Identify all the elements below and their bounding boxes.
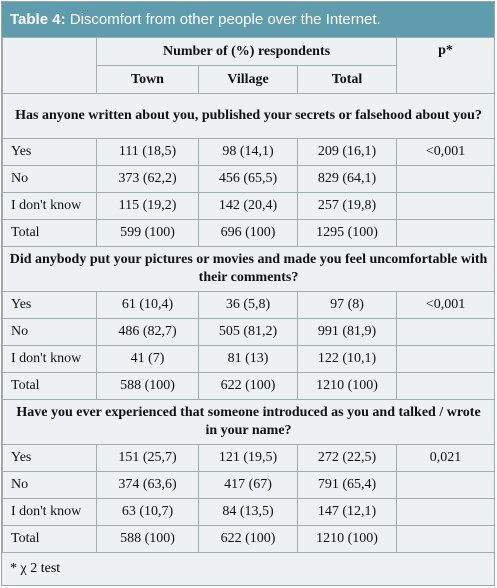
row-label: Total [2,219,97,247]
value-cell: 622 (100) [198,372,298,400]
value-cell: 373 (62,2) [96,165,199,193]
row-label: Total [2,372,97,400]
empty-cell [396,219,496,247]
question-row: Has anyone written about you, published … [1,93,496,139]
p-value: <0,001 [396,291,496,319]
question: Did anybody put your pictures or movies … [1,246,496,292]
empty-cell [396,372,496,400]
value-cell: 122 (10,1) [296,345,398,373]
question-row: Have you ever experienced that someone i… [1,399,496,445]
group-header: Number of (%) respondents [95,37,398,66]
empty-cell [396,498,496,526]
value-cell: 622 (100) [198,525,298,553]
row-label: Total [2,525,97,553]
value-cell: 486 (82,7) [96,318,199,346]
value-cell: 588 (100) [96,525,199,553]
row-label: No [2,165,97,193]
header-cell [2,37,97,94]
question: Has anyone written about you, published … [1,93,496,139]
header-row: Town Village Total [3,65,495,94]
value-cell: 991 (81,9) [296,318,398,346]
row-label: Yes [2,291,97,319]
value-cell: 696 (100) [198,219,298,247]
value-cell: 97 (8) [296,291,398,319]
value-cell: 111 (18,5) [96,138,199,166]
data-row: Yes 151 (25,7) 121 (19,5) 272 (22,5) 0,021 [2,444,496,472]
value-cell: 115 (19,2) [96,192,199,220]
data-row: Total 599 (100) 696 (100) 1295 (100) [2,219,496,247]
empty-cell [396,525,496,553]
title-bar: Table 4: Discomfort from other people ov… [2,2,494,37]
row-label: Yes [2,444,97,472]
data-row: Total 588 (100) 622 (100) 1210 (100) [2,525,496,553]
p-value: 0,021 [396,444,496,472]
column-header: Town [96,65,199,94]
row-label: No [2,471,97,499]
table-body: Number of (%) respondents p* Town Villag… [1,37,496,553]
value-cell: 1210 (100) [296,525,398,553]
value-cell: 456 (65,5) [198,165,298,193]
value-cell: 61 (10,4) [96,291,199,319]
question-row: Did anybody put your pictures or movies … [1,246,496,292]
value-cell: 599 (100) [96,219,199,247]
data-row: No 486 (82,7) 505 (81,2) 991 (81,9) [2,318,496,346]
data-row: Yes 61 (10,4) 36 (5,8) 97 (8) <0,001 [2,291,496,319]
value-cell: 505 (81,2) [198,318,298,346]
column-header: Village [198,65,298,94]
value-cell: 829 (64,1) [296,165,398,193]
value-cell: 63 (10,7) [96,498,199,526]
column-header: Total [296,65,398,94]
data-row: Total 588 (100) 622 (100) 1210 (100) [2,372,496,400]
row-label: No [2,318,97,346]
value-cell: 41 (7) [96,345,199,373]
data-row: I don't know 41 (7) 81 (13) 122 (10,1) [2,345,496,373]
value-cell: 98 (14,1) [198,138,298,166]
data-row: No 374 (63,6) 417 (67) 791 (65,4) [2,471,496,499]
value-cell: 121 (19,5) [198,444,298,472]
table-label: Table 4: [10,11,66,28]
value-cell: 81 (13) [198,345,298,373]
value-cell: 257 (19,8) [296,192,398,220]
value-cell: 1210 (100) [296,372,398,400]
p-header: p* [396,37,496,94]
row-label: I don't know [2,345,97,373]
p-value: <0,001 [396,138,496,166]
row-label: I don't know [2,192,97,220]
data-table: Number of (%) respondents p* Town Villag… [1,37,496,553]
empty-cell [396,471,496,499]
row-label: I don't know [2,498,97,526]
value-cell: 1295 (100) [296,219,398,247]
value-cell: 147 (12,1) [296,498,398,526]
value-cell: 791 (65,4) [296,471,398,499]
empty-cell [396,345,496,373]
empty-cell [396,192,496,220]
data-row: No 373 (62,2) 456 (65,5) 829 (64,1) [2,165,496,193]
value-cell: 151 (25,7) [96,444,199,472]
header-row: Number of (%) respondents p* [2,37,496,94]
value-cell: 84 (13,5) [198,498,298,526]
value-cell: 417 (67) [198,471,298,499]
row-label: Yes [2,138,97,166]
value-cell: 374 (63,6) [96,471,199,499]
data-row: I don't know 115 (19,2) 142 (20,4) 257 (19,… [2,192,496,220]
table-title: Discomfort from other people over the In… [69,11,381,28]
value-cell: 142 (20,4) [198,192,298,220]
data-row: Yes 111 (18,5) 98 (14,1) 209 (16,1) <0,001 [2,138,496,166]
value-cell: 209 (16,1) [296,138,398,166]
data-row: I don't know 63 (10,7) 84 (13,5) 147 (12,1) [2,498,496,526]
empty-cell [396,165,496,193]
empty-cell [396,318,496,346]
value-cell: 36 (5,8) [198,291,298,319]
footnote: * χ 2 test [10,561,61,576]
value-cell: 588 (100) [96,372,199,400]
value-cell: 272 (22,5) [296,444,398,472]
question: Have you ever experienced that someone i… [1,399,496,445]
